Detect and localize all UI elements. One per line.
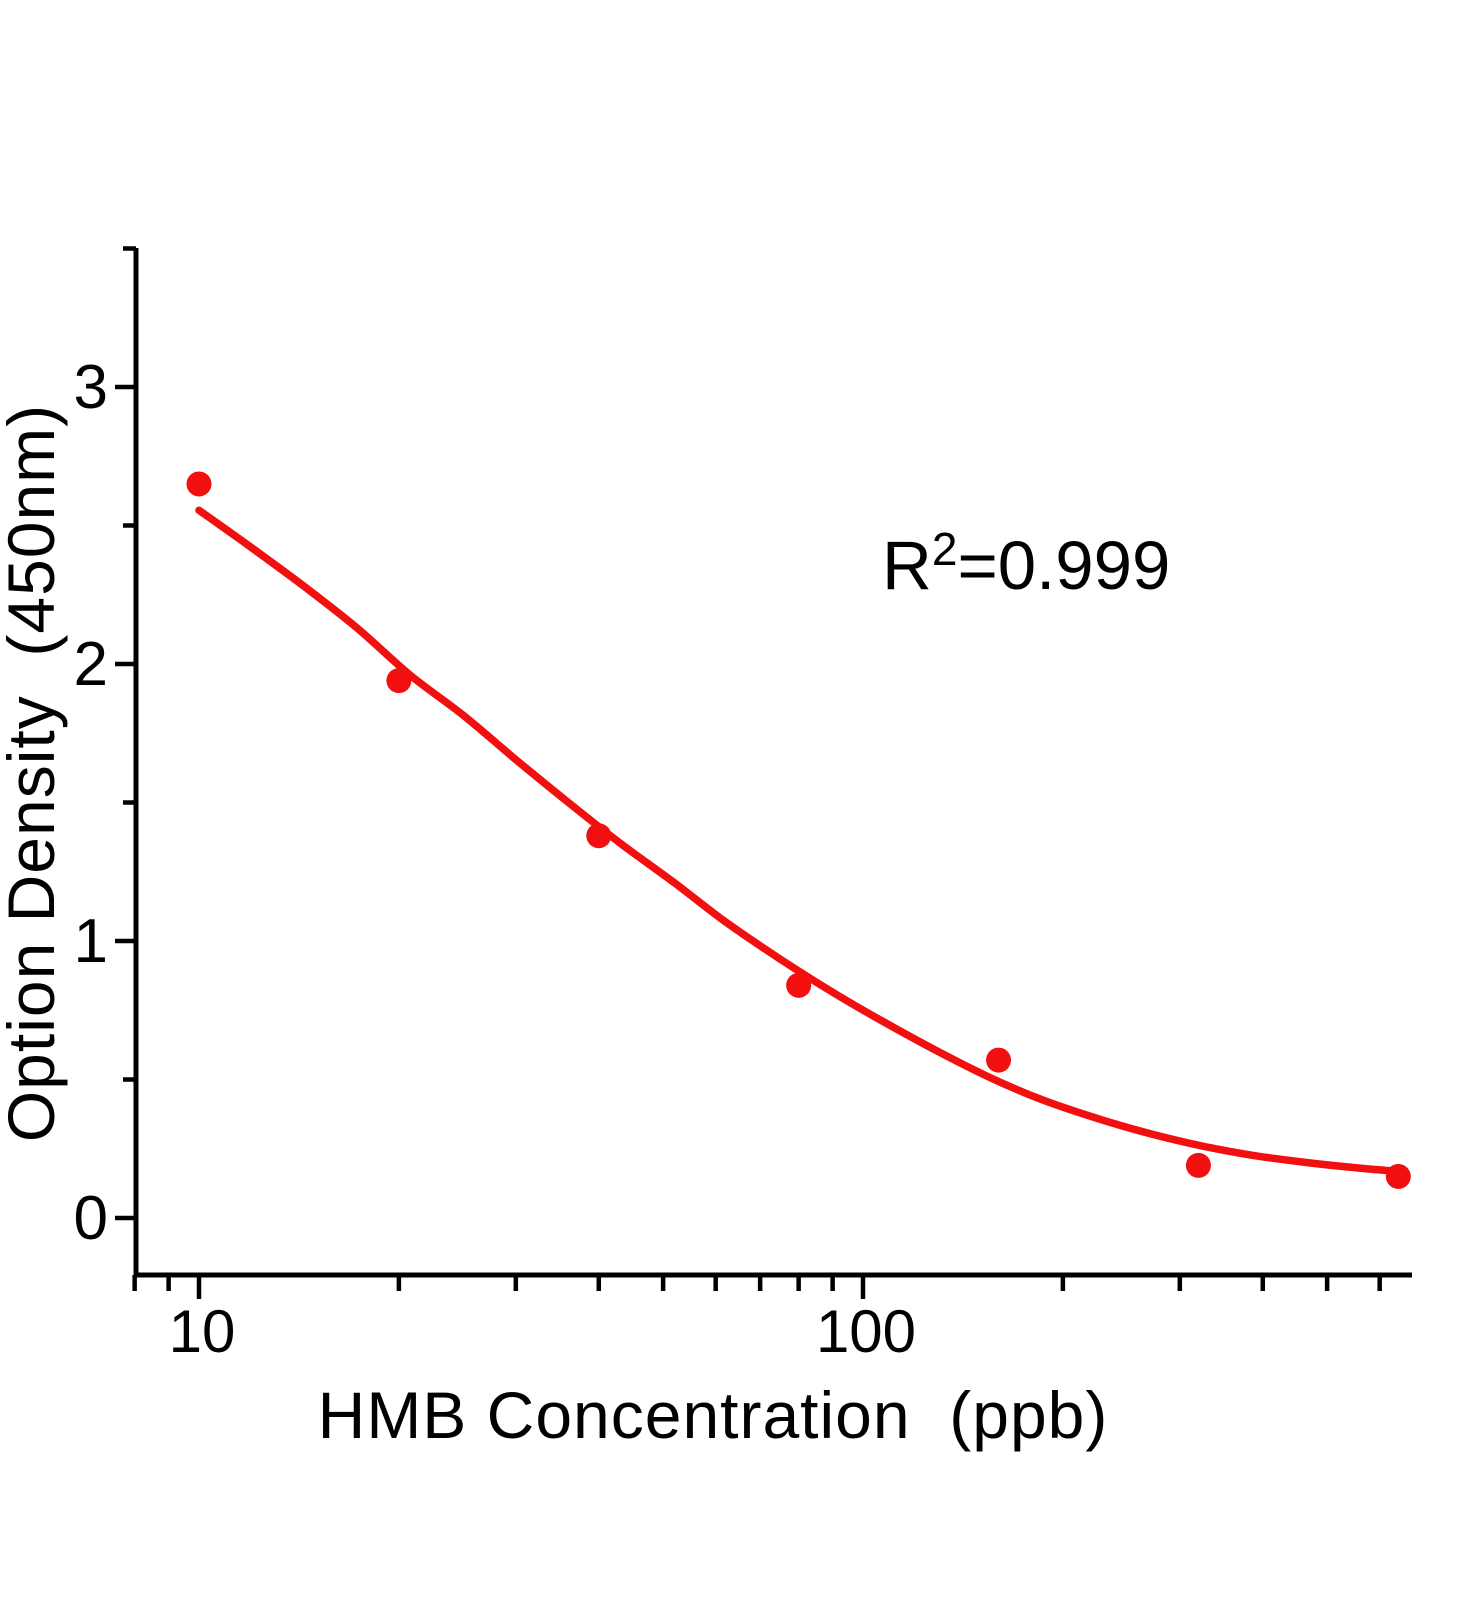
axes xyxy=(133,248,1412,1278)
fit-curve xyxy=(195,506,1403,1176)
r-squared-annotation: R2=0.999 xyxy=(882,526,1170,600)
data-series xyxy=(186,471,1411,1189)
x-axis-title: HMB Concentration (ppb) xyxy=(317,1378,1109,1452)
y-tick-label: 0 xyxy=(74,1184,108,1253)
r-squared-base: R xyxy=(882,527,932,604)
y-axis-title: Option Density (450nm) xyxy=(0,403,68,1143)
r-squared-value: =0.999 xyxy=(957,527,1171,604)
data-point xyxy=(986,1047,1012,1073)
y-tick-label: 3 xyxy=(74,353,108,422)
data-point xyxy=(586,823,612,849)
data-point xyxy=(786,972,812,998)
data-point xyxy=(186,471,212,497)
x-tick-label: 10 xyxy=(169,1298,236,1365)
data-point xyxy=(1385,1163,1411,1189)
x-tick-label: 100 xyxy=(816,1298,916,1365)
r-squared-exponent: 2 xyxy=(931,523,958,575)
y-tick-label: 2 xyxy=(74,630,108,699)
axis-ticks xyxy=(115,246,1382,1299)
y-tick-label: 1 xyxy=(74,907,108,976)
data-point xyxy=(1185,1152,1211,1178)
tick-labels: 0 1 2 3 10 100 xyxy=(74,353,917,1365)
data-point xyxy=(386,668,412,694)
